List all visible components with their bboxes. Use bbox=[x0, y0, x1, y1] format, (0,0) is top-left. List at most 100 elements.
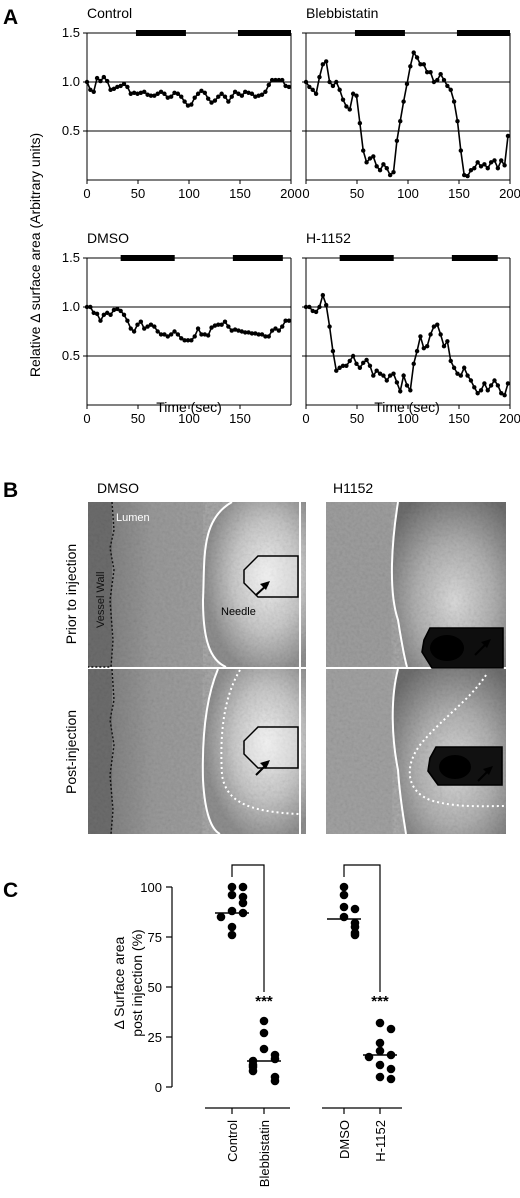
data-point bbox=[270, 1054, 280, 1064]
x-axis-label-dmso: Time (sec) bbox=[156, 399, 222, 415]
data-point bbox=[330, 348, 336, 354]
data-point bbox=[398, 119, 403, 124]
panel-a-y-axis-label: Relative Δ surface area (Arbitrary units… bbox=[27, 133, 43, 377]
data-point bbox=[195, 326, 201, 331]
data-point bbox=[344, 363, 349, 368]
data-point bbox=[482, 381, 487, 386]
significance-label: *** bbox=[371, 993, 389, 1010]
data-point bbox=[216, 322, 221, 327]
data-point bbox=[94, 311, 100, 317]
data-point bbox=[286, 318, 292, 323]
data-point bbox=[364, 1052, 374, 1062]
data-point bbox=[398, 389, 403, 394]
data-point bbox=[101, 312, 107, 318]
data-point bbox=[249, 91, 255, 96]
vessel-wall-label: Vessel Wall bbox=[95, 572, 107, 628]
y-tick-label: 1.5 bbox=[62, 250, 80, 265]
data-point bbox=[263, 334, 268, 339]
data-point bbox=[266, 82, 271, 88]
category-label: Control bbox=[225, 1120, 240, 1162]
injection-bar bbox=[456, 30, 510, 36]
x-tick-label: 200 bbox=[499, 411, 520, 426]
chart-title: DMSO bbox=[87, 230, 129, 246]
data-point bbox=[499, 158, 504, 163]
data-point bbox=[424, 70, 430, 75]
data-point bbox=[431, 79, 437, 85]
data-point bbox=[88, 304, 93, 310]
data-point bbox=[451, 365, 457, 370]
x-tick-label: 50 bbox=[350, 186, 364, 201]
data-point bbox=[118, 83, 123, 89]
data-point bbox=[418, 62, 423, 67]
data-point bbox=[340, 363, 346, 368]
data-point bbox=[152, 93, 157, 98]
data-point bbox=[404, 383, 410, 388]
data-point bbox=[219, 322, 224, 327]
data-point bbox=[179, 94, 184, 99]
data-point bbox=[84, 79, 90, 85]
data-point bbox=[386, 1064, 396, 1074]
data-point bbox=[323, 59, 329, 64]
data-point bbox=[142, 326, 147, 331]
data-point bbox=[236, 91, 241, 96]
data-point bbox=[243, 89, 248, 95]
data-point bbox=[408, 64, 413, 69]
data-point bbox=[216, 94, 221, 99]
x-tick-label: 150 bbox=[229, 411, 251, 426]
series-line bbox=[306, 292, 509, 397]
data-point bbox=[347, 358, 352, 364]
data-point bbox=[364, 160, 369, 165]
data-point bbox=[175, 332, 181, 337]
data-point bbox=[222, 319, 228, 324]
data-point bbox=[283, 318, 288, 323]
data-point bbox=[374, 368, 379, 373]
data-point bbox=[307, 304, 312, 310]
data-point bbox=[162, 91, 167, 96]
category-label: Blebbistatin bbox=[257, 1120, 272, 1187]
data-point bbox=[115, 84, 120, 90]
data-point bbox=[303, 304, 309, 310]
data-point bbox=[145, 324, 150, 329]
data-point bbox=[222, 94, 228, 99]
data-point bbox=[492, 378, 497, 383]
data-point bbox=[327, 324, 332, 329]
data-point bbox=[238, 898, 248, 908]
data-point bbox=[205, 333, 211, 338]
data-point bbox=[263, 89, 268, 95]
micrograph-h1152-post bbox=[326, 668, 507, 835]
data-point bbox=[270, 1076, 280, 1086]
data-point bbox=[101, 74, 107, 80]
data-point bbox=[259, 1028, 269, 1038]
injection-bar bbox=[135, 30, 186, 36]
data-point bbox=[280, 77, 285, 83]
data-point bbox=[381, 162, 386, 167]
column-label-dmso: DMSO bbox=[97, 480, 139, 496]
data-point bbox=[280, 324, 285, 329]
y-tick-label: 1.5 bbox=[62, 25, 80, 40]
chart-surface-area-post-injection: 0 25 50 75 100 Control Blebbistatin DMSO H-1152 *… bbox=[140, 864, 402, 1187]
data-point bbox=[361, 148, 366, 153]
data-point bbox=[212, 323, 218, 328]
data-point bbox=[339, 912, 349, 922]
data-point bbox=[111, 307, 117, 313]
data-point bbox=[478, 388, 484, 393]
data-point bbox=[256, 332, 261, 337]
data-point bbox=[238, 882, 248, 892]
data-point bbox=[276, 328, 282, 333]
injection-bar bbox=[339, 255, 394, 261]
data-point bbox=[441, 77, 447, 83]
data-point bbox=[158, 89, 164, 95]
data-point bbox=[384, 378, 389, 383]
data-point bbox=[350, 353, 356, 359]
x-tick-label: 150 bbox=[229, 186, 251, 201]
data-point bbox=[337, 87, 342, 93]
data-point bbox=[371, 154, 376, 159]
data-point bbox=[145, 92, 150, 97]
data-point bbox=[168, 332, 174, 337]
injection-bar bbox=[120, 255, 175, 261]
data-point bbox=[182, 99, 187, 104]
data-point bbox=[465, 373, 470, 378]
data-point bbox=[91, 310, 96, 316]
data-point bbox=[104, 310, 110, 316]
data-point bbox=[253, 331, 258, 336]
